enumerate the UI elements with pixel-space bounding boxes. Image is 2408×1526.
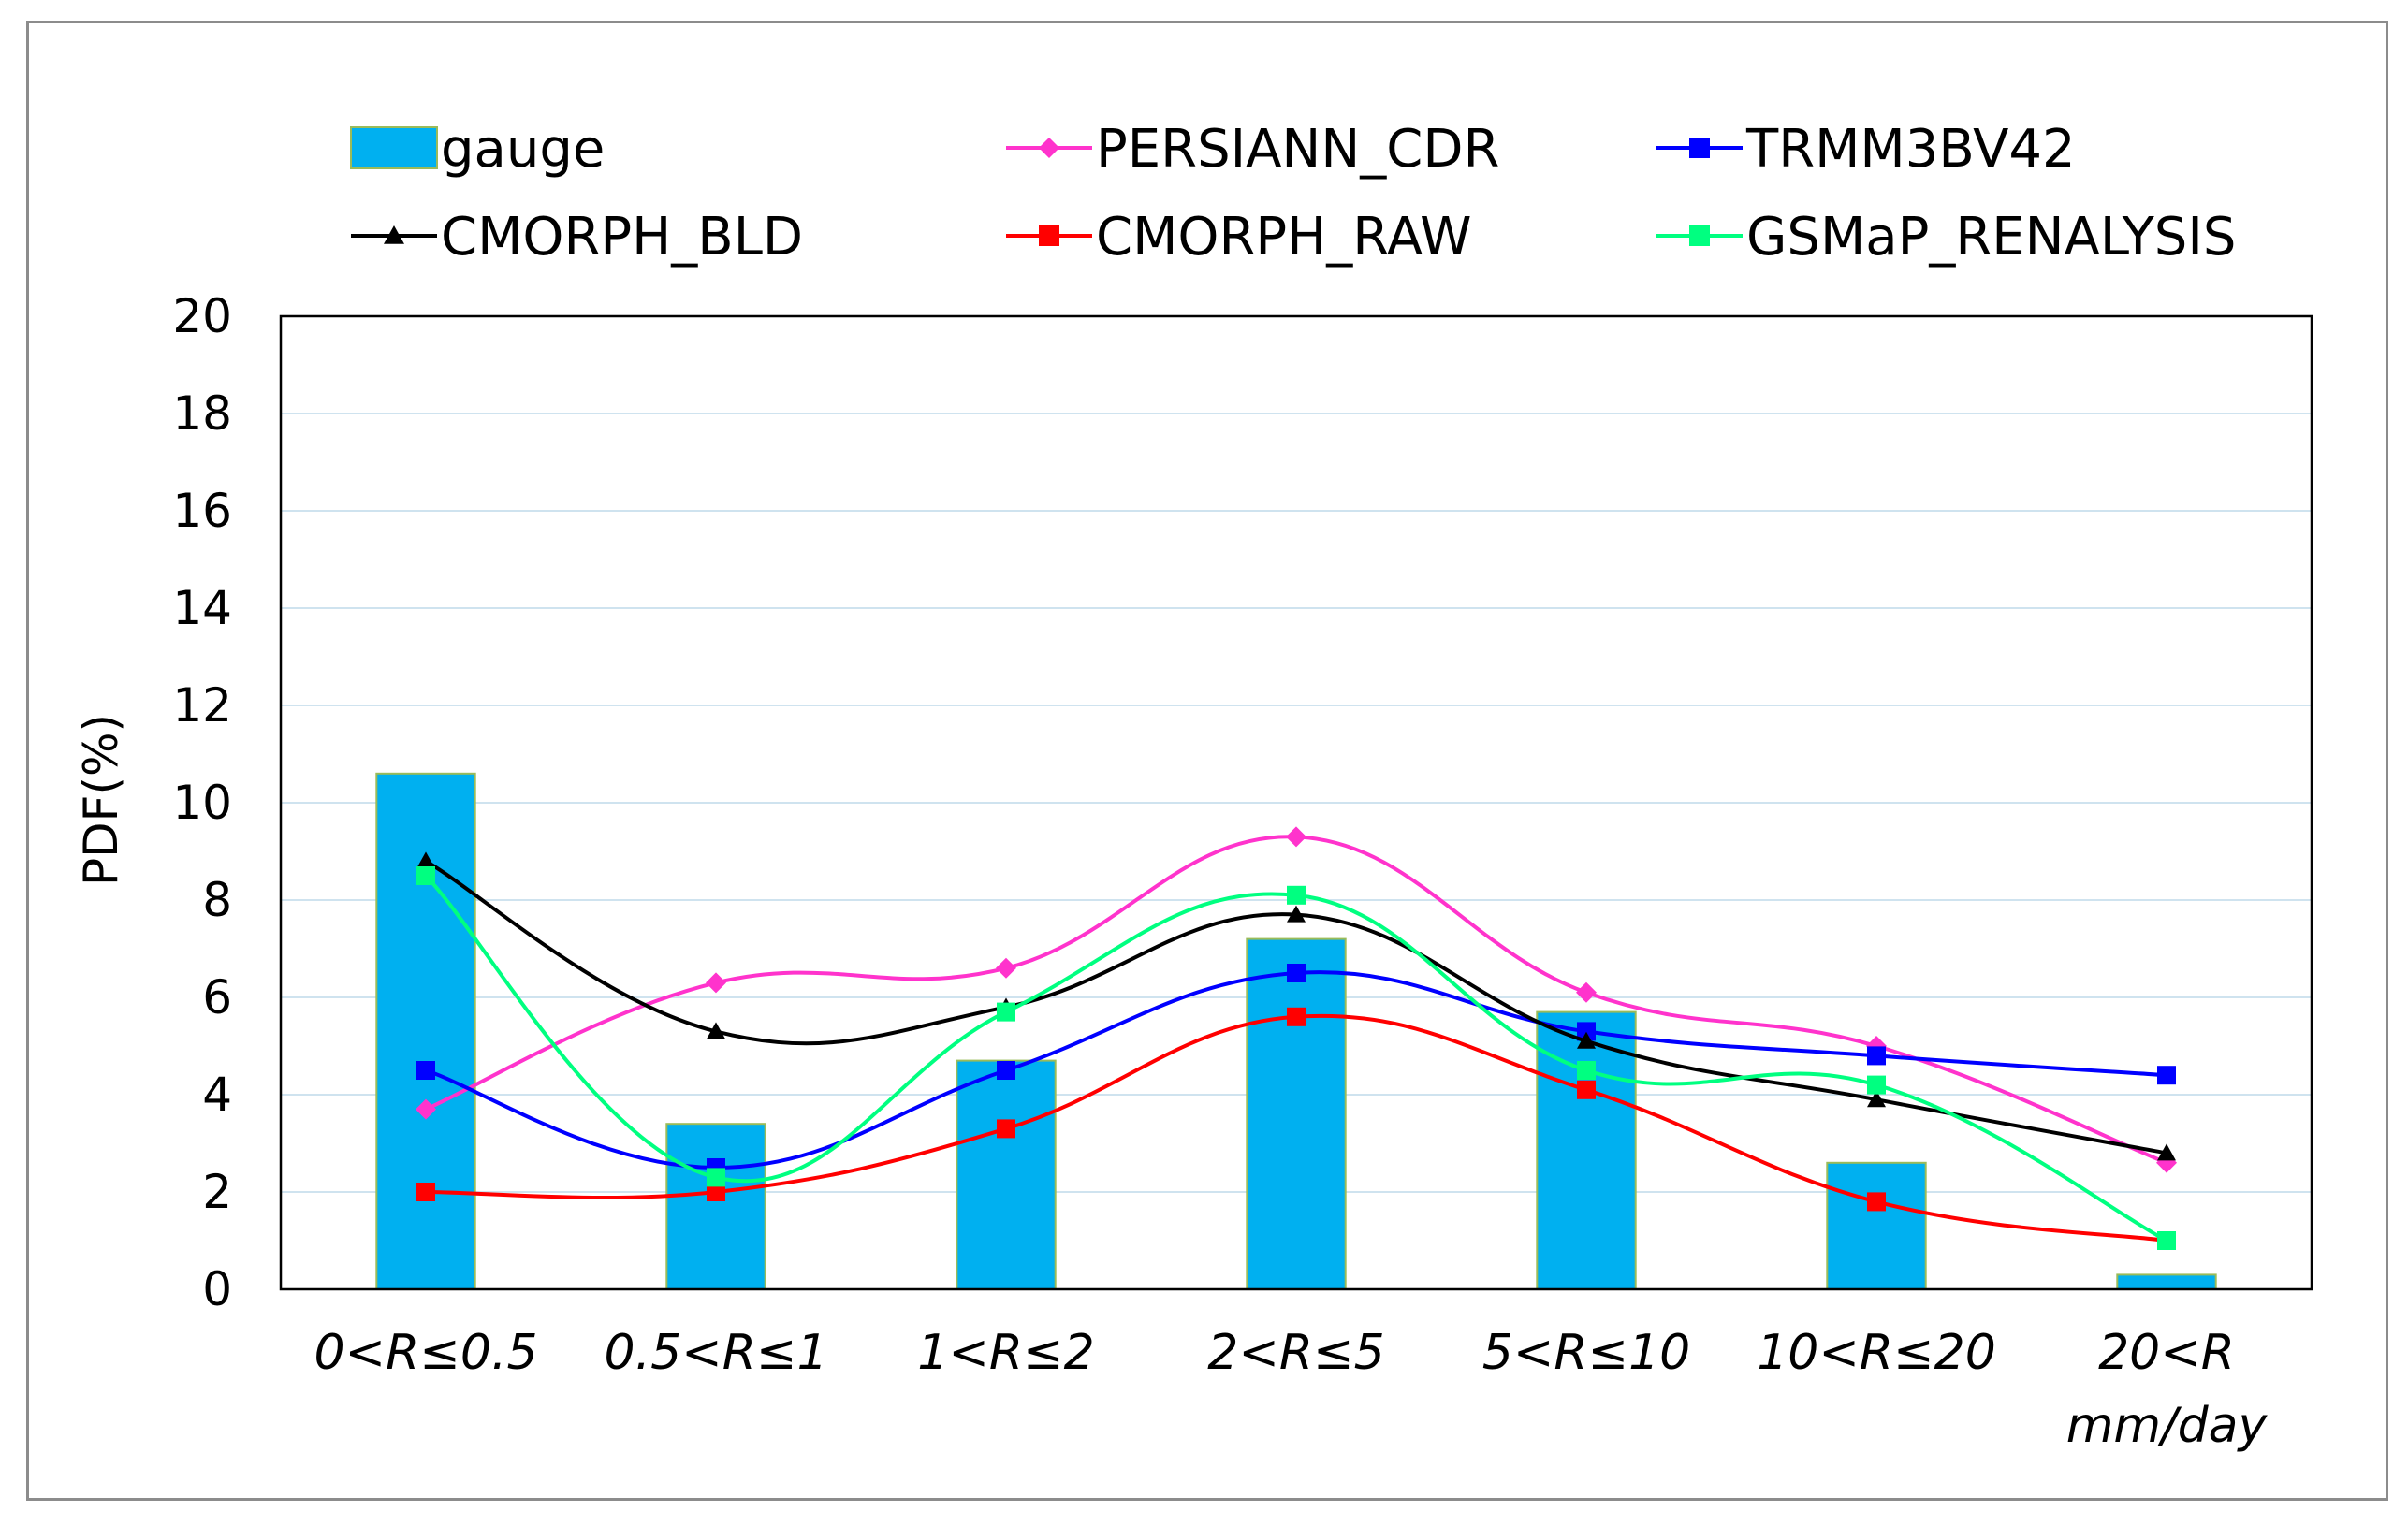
x-unit-label: mm/day — [2066, 1398, 2269, 1454]
x-tick-label-3: 2<R≤5 — [1207, 1325, 1384, 1381]
point-cmorph-raw-0 — [416, 1183, 435, 1201]
plot-area-border — [279, 314, 2313, 1291]
axes: 0 2 4 6 8 10 12 14 16 18 20 0<R≤0.5 0.5<R≤1 1<R≤2 2<R≤… — [172, 289, 2313, 1454]
bar-series — [375, 772, 2217, 1291]
point-gsmap-renalysis-0 — [416, 866, 435, 885]
point-cmorph-bld-0 — [416, 851, 435, 869]
point-persiann-cdr-2 — [996, 957, 1016, 979]
point-gsmap-renalysis-3 — [1287, 885, 1306, 905]
x-tick-label-0: 0<R≤0.5 — [314, 1325, 537, 1381]
point-gsmap-renalysis-4 — [1577, 1061, 1596, 1080]
point-persiann-cdr-3 — [1286, 826, 1306, 848]
point-cmorph-bld-5 — [1867, 1090, 1886, 1108]
legend-label-persiann-cdr: PERSIANN_CDR — [1096, 119, 1499, 180]
x-tick-label-2: 1<R≤2 — [917, 1325, 1094, 1381]
point-cmorph-raw-1 — [707, 1183, 725, 1201]
point-persiann-cdr-4 — [1576, 981, 1597, 1003]
point-persiann-cdr-1 — [706, 972, 726, 994]
point-trmm3bv42-0 — [416, 1061, 435, 1080]
point-persiann-cdr-0 — [416, 1098, 436, 1120]
point-trmm3bv42-5 — [1867, 1046, 1886, 1066]
x-tick-label-4: 5<R≤10 — [1482, 1325, 1691, 1381]
point-gsmap-renalysis-2 — [997, 1002, 1015, 1022]
y-tick-label-20: 20 — [172, 289, 232, 343]
bar-gauge-1 — [665, 1123, 766, 1290]
point-cmorph-bld-3 — [1287, 905, 1306, 923]
line-series — [416, 826, 2177, 1250]
y-tick-label-14: 14 — [172, 581, 232, 635]
legend-swatch-gauge — [350, 126, 438, 169]
y-axis-title: PDF(%) — [74, 714, 128, 886]
legend-label-cmorph-raw: CMORPH_RAW — [1096, 207, 1472, 268]
y-tick-label-18: 18 — [172, 386, 232, 441]
legend: gauge PERSIANN_CDR TRMM3BV42 CMORPH_BLD CMOR… — [350, 119, 2236, 268]
bar-gauge-0 — [375, 772, 476, 1290]
y-tick-label-0: 0 — [202, 1262, 232, 1316]
bar-gauge-6 — [2116, 1273, 2217, 1291]
x-tick-label-1: 0.5<R≤1 — [604, 1325, 827, 1381]
legend-marker-persiann-cdr — [1039, 138, 1059, 158]
point-gsmap-renalysis-1 — [707, 1168, 725, 1187]
legend-label-trmm3bv42: TRMM3BV42 — [1745, 119, 2076, 180]
legend-label-cmorph-bld: CMORPH_BLD — [441, 207, 803, 268]
y-tick-label-8: 8 — [202, 873, 232, 927]
legend-label-gsmap-renalysis: GSMaP_RENALYSIS — [1746, 207, 2236, 268]
point-cmorph-raw-5 — [1867, 1192, 1886, 1212]
bar-gauge-5 — [1826, 1161, 1927, 1291]
x-tick-label-6: 20<R — [2098, 1325, 2235, 1381]
y-tick-label-12: 12 — [172, 678, 232, 733]
bar-gauge-2 — [956, 1059, 1057, 1290]
legend-marker-cmorph-bld — [384, 225, 404, 244]
point-trmm3bv42-6 — [2157, 1066, 2176, 1085]
point-trmm3bv42-2 — [997, 1061, 1015, 1080]
y-tick-label-16: 16 — [172, 484, 232, 538]
y-tick-label-2: 2 — [202, 1165, 232, 1219]
point-cmorph-bld-6 — [2157, 1143, 2176, 1161]
point-cmorph-raw-4 — [1577, 1080, 1596, 1099]
point-gsmap-renalysis-6 — [2157, 1231, 2176, 1250]
x-tick-label-5: 10<R≤20 — [1757, 1325, 1996, 1381]
y-tick-label-10: 10 — [172, 776, 232, 830]
legend-marker-gsmap-renalysis — [1689, 225, 1710, 246]
point-cmorph-bld-4 — [1577, 1031, 1596, 1049]
point-trmm3bv42-3 — [1287, 964, 1306, 982]
point-cmorph-raw-3 — [1287, 1007, 1306, 1026]
bar-gauge-4 — [1536, 1010, 1637, 1290]
point-cmorph-bld-1 — [707, 1022, 725, 1039]
legend-marker-cmorph-raw — [1039, 225, 1059, 246]
legend-label-gauge: gauge — [441, 119, 605, 180]
legend-marker-trmm3bv42 — [1689, 138, 1710, 158]
y-tick-label-4: 4 — [202, 1068, 232, 1122]
y-tick-label-6: 6 — [202, 970, 232, 1025]
point-cmorph-raw-2 — [997, 1119, 1015, 1139]
bar-gauge-3 — [1246, 937, 1347, 1290]
point-trmm3bv42-4 — [1577, 1022, 1596, 1041]
point-gsmap-renalysis-5 — [1867, 1075, 1886, 1095]
